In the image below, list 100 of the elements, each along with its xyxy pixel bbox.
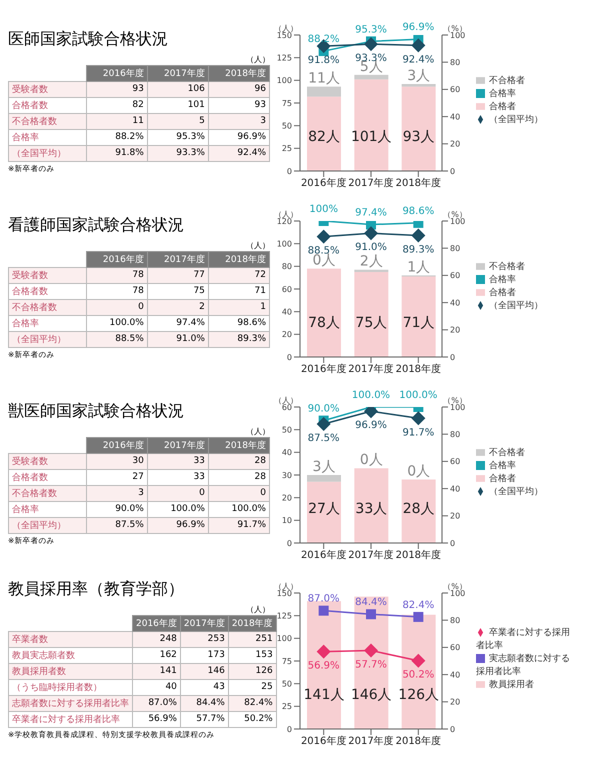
x-tick-label: 2016年度 xyxy=(300,177,346,190)
y-tick-label: 0 xyxy=(286,352,292,362)
legend-label: 不合格者 xyxy=(489,262,525,272)
bar xyxy=(307,475,341,482)
text: 90.0% xyxy=(115,504,144,514)
category-label: （全国平均） xyxy=(12,148,66,158)
text: 看護師国家試験合格状況 xyxy=(8,214,185,236)
y-tick-label: 100 xyxy=(276,240,292,249)
y-tick-label: 80 xyxy=(282,262,292,272)
text: 88.2% xyxy=(115,132,144,142)
category-label: （うち臨時採用者数） xyxy=(12,682,102,692)
text: 93 xyxy=(132,84,144,94)
data-label: 91.8% xyxy=(308,55,340,66)
bar xyxy=(402,84,436,87)
text: 89.3% xyxy=(237,334,266,344)
y-tick-label: 0 xyxy=(286,538,292,548)
bar xyxy=(307,96,341,171)
data-label: 126人 xyxy=(398,687,440,703)
data-label: 91.0% xyxy=(355,242,387,254)
y2-tick-label: 20 xyxy=(450,326,460,335)
y-tick-label: 150 xyxy=(276,30,292,40)
text: 77 xyxy=(193,270,205,280)
text: 82.4% xyxy=(244,698,273,708)
y-tick-label: 75 xyxy=(282,98,292,108)
legend-label: 合格者 xyxy=(489,102,516,112)
y2-tick-label: 40 xyxy=(450,112,460,122)
category-label: 2016年度 xyxy=(86,65,148,81)
y-tick-label: 0 xyxy=(286,166,292,176)
category-label: 志願者数に対する採用者比率 xyxy=(12,698,129,708)
text: 40 xyxy=(165,682,177,692)
data-label: 0人 xyxy=(360,452,383,468)
y2-tick-label: 0 xyxy=(450,538,456,548)
category-label: 合格者数 xyxy=(12,100,48,110)
text: 28 xyxy=(254,456,266,466)
y-axis-title: （人） xyxy=(274,24,298,33)
bar xyxy=(402,480,436,543)
data-label: 101人 xyxy=(350,129,392,145)
text: 101 xyxy=(188,100,205,110)
data-label: 82人 xyxy=(308,129,340,145)
y2-axis-title: （%） xyxy=(443,210,467,219)
text: 97.4% xyxy=(176,318,205,328)
text: 95.3% xyxy=(176,132,205,142)
data-label: 88.2% xyxy=(308,34,340,46)
y2-tick-label: 40 xyxy=(450,484,460,494)
data-label: 92.4% xyxy=(402,54,434,66)
data-label: 96.9% xyxy=(355,420,387,432)
data-label: 100% xyxy=(309,204,338,215)
y-axis-title: （人） xyxy=(274,210,298,219)
legend-label: （全国平均） xyxy=(489,487,543,497)
text: 5 xyxy=(199,116,205,126)
text: 71 xyxy=(254,286,266,296)
category-label: 合格者数 xyxy=(12,286,48,296)
text: 獣医師国家試験合格状況 xyxy=(8,400,185,422)
legend-label: 卒業者に対する採用者比率 xyxy=(476,628,570,650)
data-label: 71人 xyxy=(402,315,435,331)
data-label: 33人 xyxy=(355,501,388,517)
text: 1 xyxy=(260,302,266,312)
text: 医師国家試験合格状況 xyxy=(8,28,169,50)
text: 87.5% xyxy=(115,520,144,530)
point xyxy=(413,612,424,622)
y2-tick-label: 100 xyxy=(450,30,466,40)
text: 106 xyxy=(188,84,205,94)
data-label: 2人 xyxy=(360,254,383,270)
y-tick-label: 50 xyxy=(282,680,292,689)
text: 88.5% xyxy=(115,334,144,344)
y-tick-label: 0 xyxy=(286,724,292,734)
category-label: 卒業者数 xyxy=(12,634,48,644)
y-tick-label: 60 xyxy=(282,402,292,412)
y2-tick-label: 60 xyxy=(450,643,460,652)
y2-tick-label: 80 xyxy=(450,244,460,254)
category-label: 2018年度 xyxy=(208,437,270,453)
bar xyxy=(354,74,388,80)
y2-tick-label: 0 xyxy=(450,724,456,734)
text: 30 xyxy=(132,456,144,466)
data-label: 146人 xyxy=(350,687,392,703)
y2-tick-label: 20 xyxy=(450,512,460,521)
text: 3 xyxy=(138,488,144,498)
data-label: 3人 xyxy=(407,68,430,84)
y2-axis-title: （%） xyxy=(443,24,467,33)
data-label: 89.3% xyxy=(402,244,434,256)
data-label: 50.2% xyxy=(402,670,434,681)
data-label: 56.9% xyxy=(308,660,340,672)
category-label: 受験者数 xyxy=(12,84,48,94)
text: 100.0% xyxy=(170,504,205,514)
point xyxy=(318,606,329,616)
point xyxy=(316,644,331,659)
y-tick-label: 20 xyxy=(282,330,292,340)
text: 253 xyxy=(208,634,225,644)
legend-label: 実志願者数に対する採用者比率 xyxy=(476,654,570,676)
category-label: 2016年度 xyxy=(86,437,148,453)
text: 57.7% xyxy=(196,714,225,724)
category-label: 2017年度 xyxy=(180,615,228,631)
x-tick-label: 2017年度 xyxy=(348,363,394,376)
y2-tick-label: 100 xyxy=(450,588,466,598)
y-tick-label: 25 xyxy=(282,144,292,154)
text: （人） xyxy=(245,54,270,64)
y2-tick-label: 80 xyxy=(450,616,460,626)
text: 28 xyxy=(254,472,266,482)
category-label: 2017年度 xyxy=(147,437,208,453)
text: 153 xyxy=(256,650,273,660)
